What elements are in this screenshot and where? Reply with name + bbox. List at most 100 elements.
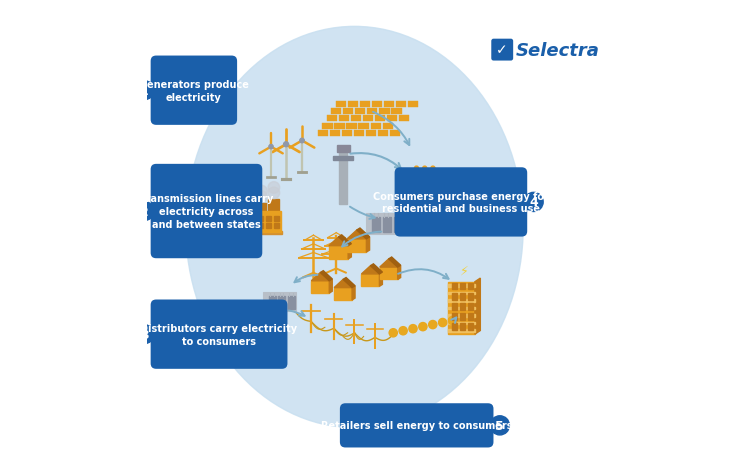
Bar [460,324,465,330]
Polygon shape [338,235,351,246]
Bar [428,197,434,202]
Bar [396,101,406,107]
Bar [370,123,381,129]
Circle shape [389,329,398,337]
Bar [311,281,329,293]
Bar [359,101,370,107]
Bar [469,293,473,300]
Bar [382,217,391,232]
Bar [460,293,465,300]
Polygon shape [334,280,352,288]
Bar [339,116,349,122]
Bar [448,300,475,302]
Text: 5: 5 [496,419,504,432]
Bar [334,123,345,129]
Bar [415,171,424,178]
Polygon shape [398,266,400,280]
Bar [288,297,295,310]
Bar [347,239,367,253]
Bar [244,231,283,235]
Bar [448,322,475,325]
Text: 4: 4 [530,196,538,209]
Bar [256,204,266,225]
Bar [339,152,347,205]
Bar [278,297,285,310]
Bar [368,109,377,115]
Polygon shape [320,271,332,281]
Bar [258,217,262,221]
Circle shape [490,416,509,435]
Text: 2: 2 [140,205,148,218]
Circle shape [135,202,154,221]
Bar [448,307,475,310]
Circle shape [409,325,417,333]
Bar [380,268,398,280]
Polygon shape [348,244,351,259]
Bar [410,182,416,187]
FancyBboxPatch shape [151,56,237,126]
Bar [246,207,254,225]
Text: 3: 3 [140,328,148,341]
Bar [410,189,416,194]
Bar [452,283,457,290]
Bar [351,116,361,122]
Bar [448,314,475,317]
Text: ⚡: ⚡ [460,263,468,277]
Polygon shape [370,264,382,274]
Polygon shape [347,231,367,239]
Bar [410,205,416,210]
Bar [246,212,280,232]
Bar [322,123,332,129]
Bar [333,157,353,160]
Bar [469,313,473,320]
Polygon shape [436,175,442,214]
Circle shape [415,167,419,171]
Bar [356,109,365,115]
Circle shape [448,317,457,325]
Bar [460,283,465,290]
Text: Distributors carry electricity
to consumers: Distributors carry electricity to consum… [140,323,298,346]
Text: ✓: ✓ [496,44,508,57]
Bar [373,217,380,232]
Text: Retailers sell energy to consumers: Retailers sell energy to consumers [321,420,512,430]
Bar [363,116,373,122]
Bar [410,197,416,202]
Polygon shape [352,286,355,300]
Bar [266,224,271,228]
Polygon shape [367,238,370,253]
FancyBboxPatch shape [491,40,513,61]
Bar [274,224,279,228]
Bar [428,205,434,210]
Bar [268,200,279,225]
Bar [362,274,380,287]
Text: Generators produce
electricity: Generators produce electricity [139,80,249,102]
Circle shape [268,182,280,194]
Bar [382,123,393,129]
Circle shape [256,191,267,203]
Ellipse shape [186,27,524,428]
Bar [262,293,296,312]
Polygon shape [475,278,480,334]
Bar [346,123,357,129]
Bar [428,182,434,187]
Bar [318,131,328,136]
Circle shape [430,167,435,171]
Bar [452,324,457,330]
Polygon shape [357,228,370,239]
Bar [250,224,255,228]
FancyBboxPatch shape [151,165,262,258]
Polygon shape [343,278,355,288]
Polygon shape [329,279,332,293]
Bar [452,313,457,320]
Bar [358,123,369,129]
FancyBboxPatch shape [394,168,527,237]
Bar [394,217,402,232]
Bar [335,101,346,107]
Bar [469,283,473,290]
Polygon shape [388,258,400,268]
Circle shape [256,186,267,197]
Circle shape [429,321,436,329]
Bar [448,282,475,334]
Bar [366,131,376,136]
Polygon shape [311,273,329,281]
